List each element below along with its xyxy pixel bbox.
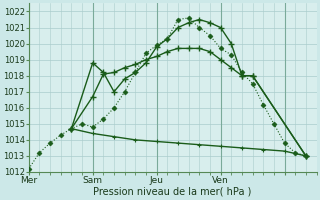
X-axis label: Pression niveau de la mer( hPa ): Pression niveau de la mer( hPa ): [93, 187, 252, 197]
